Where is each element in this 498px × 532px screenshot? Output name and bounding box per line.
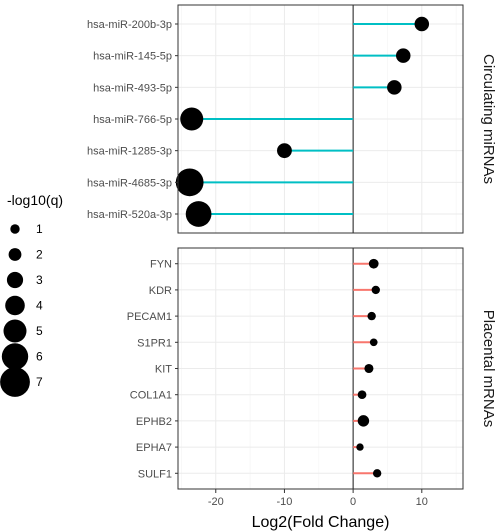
strip-label: Placental mRNAs	[480, 310, 497, 428]
category-label: hsa-miR-145-5p	[93, 51, 172, 63]
category-label: hsa-miR-1285-3p	[87, 146, 172, 158]
lollipop-point	[180, 107, 204, 131]
legend-key-label: 6	[36, 350, 43, 364]
legend-key-circle	[1, 343, 29, 370]
lollipop-point	[396, 48, 411, 63]
category-label: KDR	[149, 285, 172, 297]
category-label: hsa-miR-520a-3p	[87, 209, 172, 221]
x-axis-title: Log2(Fold Change)	[252, 514, 390, 531]
strip-label: Circulating miRNAs	[480, 54, 497, 184]
category-label: KIT	[155, 364, 172, 376]
lollipop-point	[277, 143, 292, 159]
category-label: SULF1	[138, 468, 172, 480]
lollipop-point	[357, 390, 367, 400]
legend-key-label: 2	[36, 248, 43, 262]
category-label: FYN	[150, 259, 172, 271]
legend-key-label: 3	[36, 273, 43, 287]
lollipop-point	[357, 415, 370, 427]
category-label: hsa-miR-766-5p	[93, 114, 172, 126]
legend-title: -log10(q)	[7, 192, 63, 208]
x-tick-label: -20	[208, 496, 224, 508]
x-tick-label: -10	[276, 496, 292, 508]
legend-key-label: 4	[36, 299, 43, 313]
category-label: hsa-miR-4685-3p	[87, 177, 172, 189]
lollipop-point	[371, 285, 380, 295]
category-label: PECAM1	[127, 311, 172, 323]
legend-key-label: 5	[36, 324, 43, 338]
lollipop-point	[175, 168, 204, 197]
category-label: EPHB2	[136, 416, 172, 428]
lollipop-point	[364, 363, 374, 374]
category-label: hsa-miR-493-5p	[93, 82, 172, 94]
panel-placental-mrnas: FYN KDR PECAM1 S1PR1 KIT COL1A1 EPHB2 EPHA7 SULF…	[127, 247, 497, 490]
lollipop-point	[185, 201, 212, 227]
lollipop-point	[387, 80, 402, 95]
x-tick-label: 0	[350, 496, 356, 508]
category-label: COL1A1	[130, 390, 172, 402]
legend-key-circle	[6, 271, 24, 289]
legend-key-circle	[5, 295, 25, 316]
legend-key-circle	[10, 224, 20, 234]
panel-circulating-mirnas: hsa-miR-200b-3p hsa-miR-145-5p hsa-miR-493…	[87, 4, 497, 234]
legend-key-label: 7	[36, 375, 43, 389]
x-tick-label: 10	[416, 496, 428, 508]
legend-key-circle	[8, 248, 22, 261]
legend-key-label: 1	[36, 222, 43, 236]
lollipop-point	[372, 469, 382, 478]
lollipop-point	[369, 338, 378, 347]
category-label: S1PR1	[137, 337, 172, 349]
panel-border	[177, 247, 464, 490]
legend-key-circle	[3, 319, 27, 343]
category-label: hsa-miR-200b-3p	[87, 19, 172, 31]
category-label: EPHA7	[136, 442, 172, 454]
lollipop-point	[367, 311, 376, 321]
legend-key-circle	[0, 367, 30, 397]
lollipop-point	[414, 16, 430, 32]
size-legend: -log10(q) 1 2 3 4 5 6 7	[0, 192, 63, 397]
panel-border	[177, 4, 464, 234]
lollipop-point	[356, 443, 364, 451]
lollipop-point	[368, 258, 379, 269]
